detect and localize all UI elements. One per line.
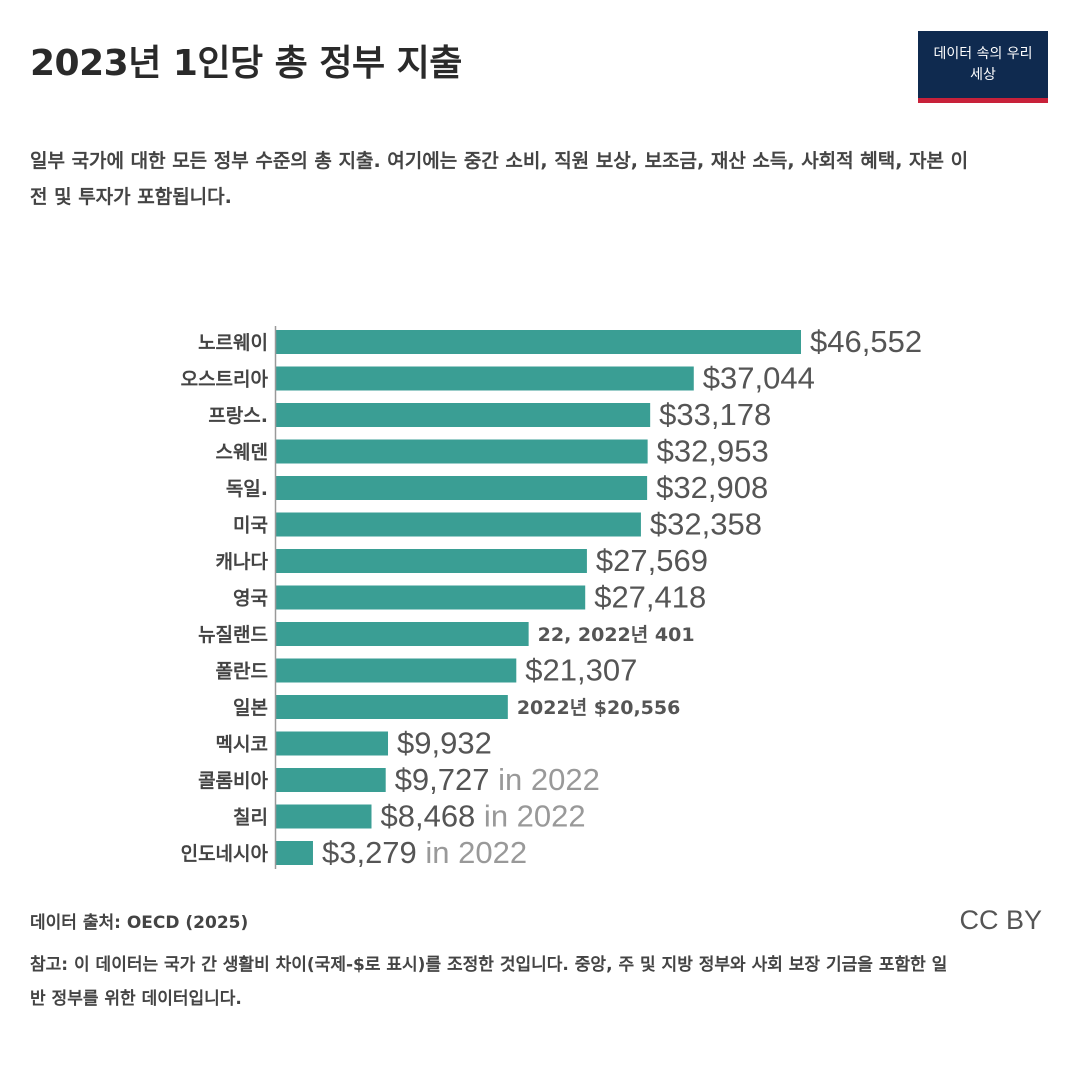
owid-logo[interactable]: 데이터 속의 우리 세상	[918, 31, 1048, 103]
value-label-3: $32,953	[657, 434, 769, 469]
bar-11[interactable]	[276, 731, 389, 756]
page-title: 2023년 1인당 총 정부 지출	[30, 43, 462, 84]
bar-chart: 노르웨이 $46,552 오스트리아 $37,044 프랑스. $33,178 스웨덴 $32…	[181, 324, 922, 870]
category-label-10: 일본	[233, 697, 268, 719]
value-label-9: $21,307	[525, 653, 637, 688]
bar-4[interactable]	[276, 476, 648, 500]
category-label-12: 콜롬비아	[198, 770, 268, 792]
category-label-1: 오스트리아	[181, 369, 269, 391]
category-label-9: 폴란드	[216, 661, 268, 683]
category-label-7: 영국	[233, 588, 268, 610]
value-label-13: $8,468 in 2022	[380, 799, 585, 834]
bar-1[interactable]	[276, 366, 694, 391]
category-label-8: 뉴질랜드	[198, 624, 268, 646]
value-label-4: $32,908	[656, 470, 768, 505]
category-label-0: 노르웨이	[198, 332, 268, 354]
bar-9[interactable]	[276, 658, 517, 683]
value-label-0: $46,552	[810, 324, 922, 359]
category-label-5: 미국	[233, 515, 268, 537]
chart-subtitle: 일부 국가에 대한 모든 정부 수준의 총 지출. 여기에는 중간 소비, 직원…	[30, 150, 969, 208]
category-label-3: 스웨덴	[216, 442, 268, 464]
value-label-8: 22, 2022년 401	[538, 624, 695, 646]
bar-8[interactable]	[276, 622, 529, 646]
bar-14[interactable]	[276, 841, 313, 865]
logo-line-2: 세상	[970, 66, 996, 83]
value-label-5: $32,358	[650, 507, 762, 542]
value-label-7: $27,418	[594, 580, 706, 615]
category-label-13: 칠리	[233, 807, 268, 829]
data-source[interactable]: 데이터 출처: OECD (2025)	[30, 913, 249, 933]
logo-line-1: 데이터 속의 우리	[933, 45, 1033, 62]
value-label-6: $27,569	[596, 543, 708, 578]
bar-12[interactable]	[276, 768, 386, 792]
bar-6[interactable]	[276, 549, 587, 573]
license-label[interactable]: CC BY	[959, 905, 1042, 935]
category-label-6: 캐나다	[216, 551, 269, 573]
value-label-2: $33,178	[659, 397, 771, 432]
bar-0[interactable]	[276, 330, 801, 354]
category-label-14: 인도네시아	[181, 843, 269, 865]
value-label-10: 2022년 $20,556	[517, 697, 681, 719]
bar-7[interactable]	[276, 585, 586, 610]
bar-3[interactable]	[276, 439, 648, 464]
bar-5[interactable]	[276, 512, 641, 537]
value-label-1: $37,044	[703, 361, 815, 396]
bar-10[interactable]	[276, 695, 508, 719]
category-label-2: 프랑스.	[208, 405, 268, 427]
category-label-11: 멕시코	[216, 734, 268, 756]
bar-13[interactable]	[276, 804, 372, 829]
bar-2[interactable]	[276, 403, 651, 427]
value-label-14: $3,279 in 2022	[322, 835, 527, 870]
value-label-12: $9,727 in 2022	[395, 762, 600, 797]
footnote: 참고: 이 데이터는 국가 간 생활비 차이(국제-$로 표시)를 조정한 것입…	[30, 955, 948, 1009]
category-label-4: 독일.	[226, 478, 268, 500]
value-label-11: $9,932	[397, 726, 492, 761]
